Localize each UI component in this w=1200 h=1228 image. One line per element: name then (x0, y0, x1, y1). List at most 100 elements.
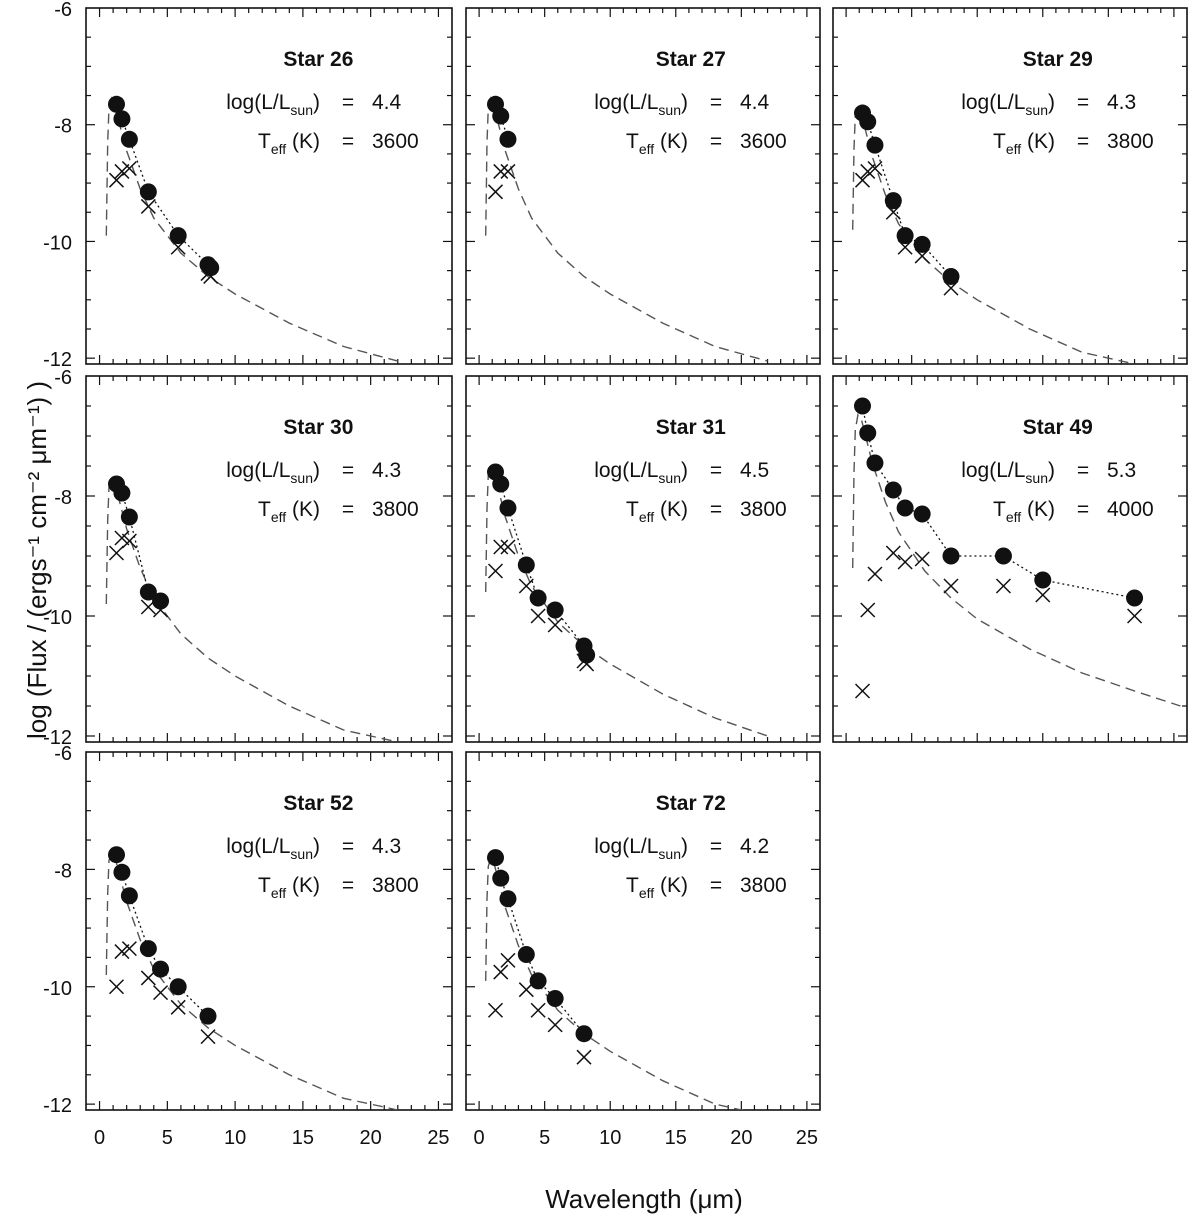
x-tick-label: 15 (292, 1127, 314, 1149)
observed-point (866, 454, 884, 472)
observed-point (120, 130, 138, 148)
dereddened-point (121, 941, 137, 957)
dereddened-point (121, 533, 137, 549)
luminosity-label: log(L/Lsun) (594, 835, 688, 862)
observed-point (1126, 589, 1144, 607)
panel-frame (465, 751, 821, 1111)
observed-connector (494, 471, 588, 656)
x-tick-label: 20 (730, 1127, 752, 1149)
x-tick-label: 15 (665, 1127, 687, 1149)
sed-panel: 0 5 10 15 20 25 Star 72 log(L/Lsun) = 4.2 Teff (K)… (465, 751, 821, 1149)
teff-value: 3800 (1107, 130, 1154, 153)
observed-connector (115, 104, 212, 269)
axis-ticks (466, 752, 820, 1110)
equals-sign: = (710, 91, 722, 114)
dereddened-point (914, 551, 930, 567)
teff-label: Teff (K) (258, 874, 320, 901)
dereddened-point (140, 970, 156, 986)
luminosity-label: log(L/Lsun) (226, 91, 320, 118)
observed-point (108, 95, 125, 113)
dereddened-point (867, 566, 883, 582)
panel-frame (832, 375, 1188, 743)
plot-area (105, 475, 398, 742)
dereddened-point (500, 163, 516, 179)
observed-point (529, 589, 547, 607)
sed-panel: -6 -8 -10 -12 0 5 10 15 20 25 Star 52 log(L/Lsun) = 4… (43, 743, 453, 1149)
star-title: Star 29 (1023, 48, 1093, 71)
observed-point (546, 601, 564, 619)
observed-point (499, 499, 517, 517)
observed-point (913, 505, 931, 523)
dereddened-point (114, 530, 130, 546)
observed-point (499, 890, 517, 908)
axis-ticks (466, 376, 820, 742)
model-sed-line (485, 855, 745, 1110)
x-tick-label: 10 (599, 1127, 621, 1149)
dereddened-point (493, 964, 509, 980)
star-title: Star 72 (656, 792, 726, 815)
equals-sign: = (342, 459, 354, 482)
dereddened-point (108, 172, 125, 188)
equals-sign: = (342, 91, 354, 114)
panel-frame (465, 375, 821, 743)
dereddened-point (153, 985, 169, 1001)
teff-label: Teff (K) (626, 130, 688, 157)
observed-point (942, 547, 960, 565)
y-tick-label: -12 (43, 349, 72, 371)
dereddened-point (576, 1049, 592, 1065)
axis-ticks (466, 8, 820, 364)
observed-point (152, 592, 170, 610)
dereddened-point (995, 578, 1011, 594)
teff-value: 3800 (372, 498, 419, 521)
dereddened-point (493, 163, 509, 179)
dereddened-point (121, 160, 137, 177)
luminosity-value: 5.3 (1107, 459, 1136, 482)
x-tick-label: 10 (224, 1127, 246, 1149)
axis-ticks (86, 376, 452, 742)
dereddened-point (530, 1002, 546, 1018)
dereddened-point (530, 608, 546, 624)
sed-panel: Star 27 log(L/Lsun) = 4.4 Teff (K) = 3600 (465, 7, 821, 365)
observed-point (120, 887, 138, 905)
observed-point (994, 547, 1012, 565)
plot-area (105, 95, 398, 362)
luminosity-value: 4.3 (1107, 91, 1136, 114)
dereddened-point (854, 172, 871, 188)
x-tick-label: 0 (474, 1127, 485, 1149)
observed-point (866, 136, 884, 154)
axis-ticks (833, 8, 1187, 364)
observed-point (152, 960, 170, 978)
star-title: Star 26 (283, 48, 353, 71)
observed-connector (494, 857, 585, 1035)
x-tick-label: 0 (94, 1127, 105, 1149)
observed-point (942, 267, 960, 285)
axis-ticks (86, 752, 452, 1110)
dereddened-point (487, 1002, 504, 1018)
dereddened-point (487, 563, 504, 579)
observed-connector (861, 405, 1135, 599)
teff-label: Teff (K) (626, 874, 688, 901)
observed-point (578, 646, 596, 664)
y-tick-label: -6 (54, 367, 72, 389)
dereddened-point (897, 554, 913, 570)
luminosity-label: log(L/Lsun) (961, 459, 1055, 486)
x-tick-label: 5 (162, 1127, 173, 1149)
dereddened-point (1127, 608, 1143, 624)
equals-sign: = (1077, 498, 1089, 521)
sed-panel: Star 31 log(L/Lsun) = 4.5 Teff (K) = 3800 (465, 375, 821, 743)
teff-label: Teff (K) (258, 130, 320, 157)
observed-point (139, 940, 157, 958)
dereddened-point (200, 1029, 216, 1045)
observed-point (854, 397, 871, 415)
dereddened-point (547, 1017, 563, 1033)
model-sed-line (852, 413, 1181, 707)
observed-point (113, 110, 131, 128)
teff-label: Teff (K) (626, 498, 688, 525)
teff-value: 3800 (372, 874, 419, 897)
luminosity-value: 4.4 (372, 91, 402, 114)
axis-ticks (833, 376, 1187, 742)
x-tick-label: 5 (539, 1127, 550, 1149)
observed-point (169, 227, 187, 245)
observed-point (499, 130, 517, 148)
